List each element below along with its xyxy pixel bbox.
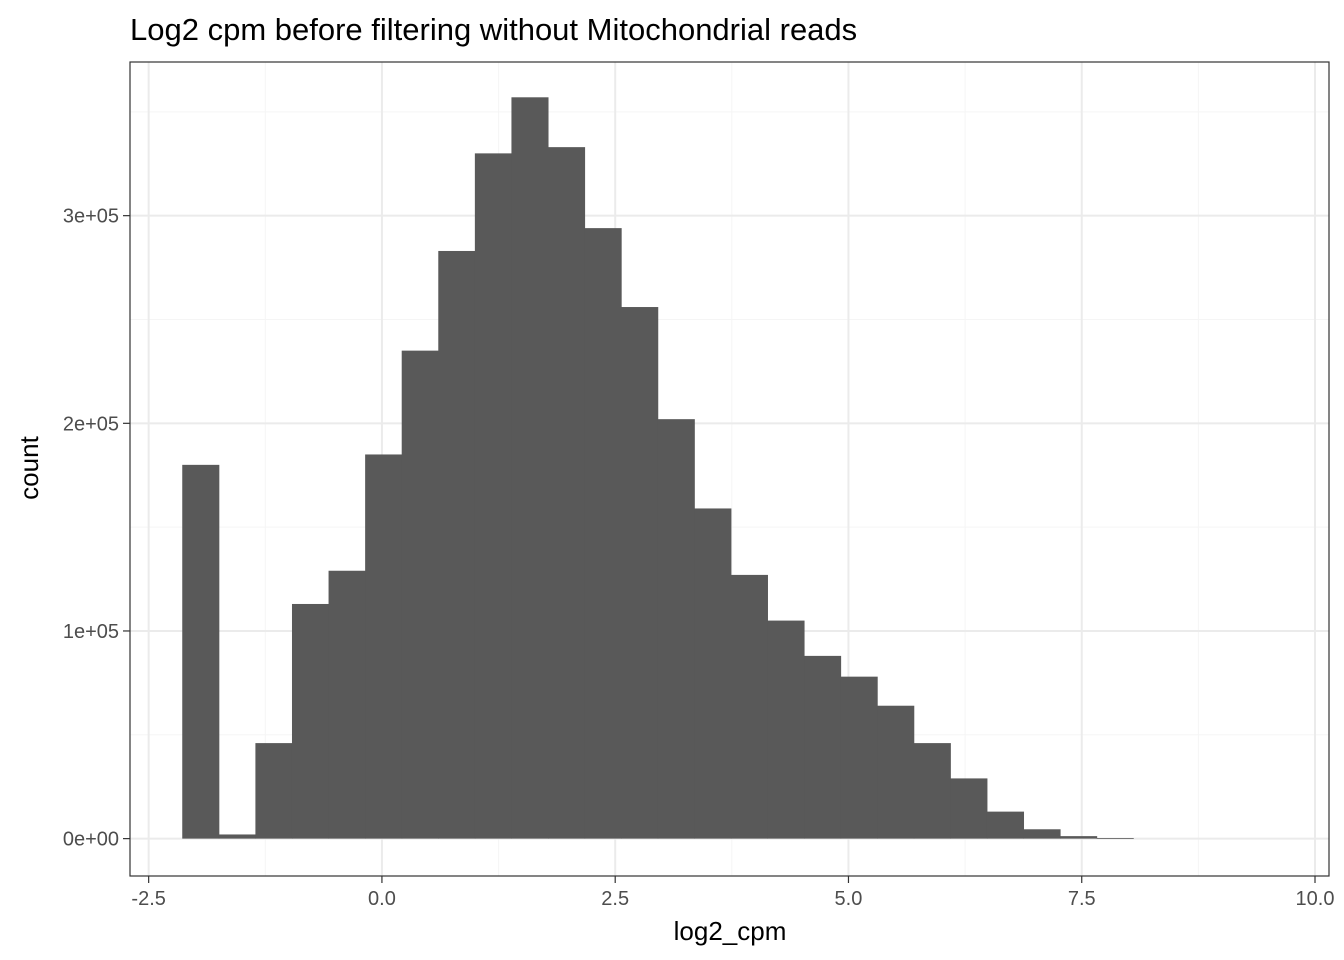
histogram-bar bbox=[877, 705, 915, 839]
y-tick-label: 0e+00 bbox=[63, 829, 119, 851]
x-axis: -2.5 0.0 2.5 5.0 7.5 10.0 bbox=[131, 876, 1334, 910]
y-tick-label: 2e+05 bbox=[63, 413, 119, 435]
histogram-bar bbox=[621, 307, 659, 839]
x-tick-label: 0.0 bbox=[368, 888, 396, 910]
histogram-bar bbox=[474, 153, 512, 839]
y-axis-label: count bbox=[14, 435, 44, 499]
histogram-bar bbox=[730, 574, 768, 839]
histogram-bar bbox=[511, 97, 549, 839]
x-tick-label: 2.5 bbox=[601, 888, 629, 910]
histogram-bar bbox=[986, 811, 1025, 839]
x-tick-label: 7.5 bbox=[1068, 888, 1096, 910]
histogram-bar bbox=[913, 743, 951, 839]
histogram-bar bbox=[804, 655, 842, 839]
y-tick-label: 1e+05 bbox=[63, 621, 119, 643]
histogram-bar bbox=[328, 570, 366, 839]
x-tick-label: 5.0 bbox=[835, 888, 863, 910]
x-tick-label: -2.5 bbox=[131, 888, 165, 910]
histogram-bars bbox=[182, 97, 1134, 839]
histogram-bar bbox=[1096, 837, 1134, 839]
histogram-bar bbox=[218, 834, 256, 839]
x-axis-label: log2_cpm bbox=[674, 916, 787, 946]
y-axis: 0e+00 1e+05 2e+05 3e+05 bbox=[63, 206, 130, 851]
histogram-bar bbox=[401, 350, 439, 839]
histogram-bar bbox=[694, 508, 732, 839]
histogram-bar bbox=[255, 743, 293, 839]
histogram-bar bbox=[950, 778, 988, 839]
histogram-bar bbox=[182, 464, 220, 839]
y-tick-label: 3e+05 bbox=[63, 206, 119, 228]
histogram-bar bbox=[1023, 829, 1061, 839]
histogram-bar bbox=[657, 419, 695, 839]
histogram-bar bbox=[291, 603, 330, 839]
x-tick-label: 10.0 bbox=[1296, 888, 1335, 910]
plot-panel-border bbox=[129, 61, 1330, 877]
histogram-bar bbox=[548, 147, 586, 839]
histogram-bar bbox=[365, 454, 403, 839]
histogram-bar bbox=[1060, 836, 1098, 839]
histogram-bar bbox=[438, 250, 476, 839]
histogram-bar bbox=[767, 620, 805, 839]
histogram-bar bbox=[840, 676, 878, 839]
histogram-bar bbox=[584, 228, 622, 839]
chart-title: Log2 cpm before filtering without Mitoch… bbox=[130, 12, 857, 47]
